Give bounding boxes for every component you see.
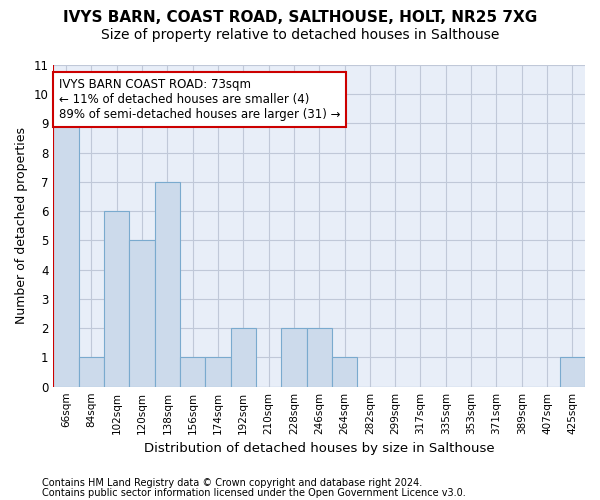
X-axis label: Distribution of detached houses by size in Salthouse: Distribution of detached houses by size … xyxy=(144,442,494,455)
Bar xyxy=(560,358,585,386)
Bar xyxy=(307,328,332,386)
Text: Size of property relative to detached houses in Salthouse: Size of property relative to detached ho… xyxy=(101,28,499,42)
Bar xyxy=(180,358,205,386)
Bar xyxy=(281,328,307,386)
Bar xyxy=(230,328,256,386)
Bar xyxy=(53,124,79,386)
Text: IVYS BARN, COAST ROAD, SALTHOUSE, HOLT, NR25 7XG: IVYS BARN, COAST ROAD, SALTHOUSE, HOLT, … xyxy=(63,10,537,25)
Text: IVYS BARN COAST ROAD: 73sqm
← 11% of detached houses are smaller (4)
89% of semi: IVYS BARN COAST ROAD: 73sqm ← 11% of det… xyxy=(59,78,340,121)
Text: Contains HM Land Registry data © Crown copyright and database right 2024.: Contains HM Land Registry data © Crown c… xyxy=(42,478,422,488)
Bar xyxy=(104,211,130,386)
Bar xyxy=(130,240,155,386)
Bar xyxy=(79,358,104,386)
Text: Contains public sector information licensed under the Open Government Licence v3: Contains public sector information licen… xyxy=(42,488,466,498)
Bar xyxy=(155,182,180,386)
Bar xyxy=(332,358,357,386)
Bar xyxy=(205,358,230,386)
Y-axis label: Number of detached properties: Number of detached properties xyxy=(15,128,28,324)
